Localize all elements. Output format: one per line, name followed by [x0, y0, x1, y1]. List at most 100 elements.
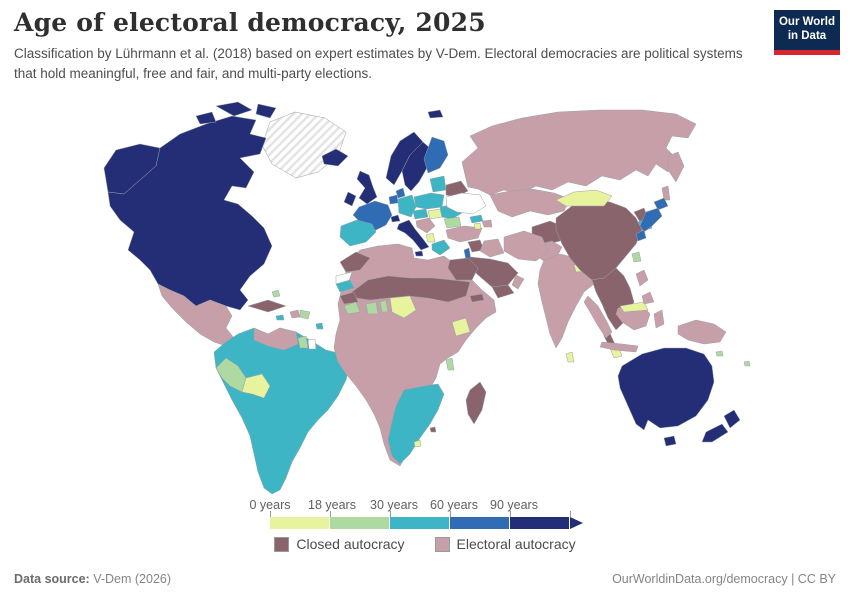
region-malawi[interactable]: [445, 357, 455, 371]
region-madagascar[interactable]: [465, 381, 487, 425]
region-malaysia-borneo[interactable]: [619, 301, 649, 313]
legend-item-closed-autocracy[interactable]: Closed autocracy: [274, 536, 405, 552]
region-dominican-republic[interactable]: [299, 309, 311, 320]
region-spain-portugal[interactable]: [339, 219, 377, 247]
region-russia[interactable]: [461, 109, 697, 196]
region-yemen[interactable]: [491, 284, 515, 299]
region-nigeria[interactable]: [389, 295, 417, 319]
region-sahel-sudan-belt[interactable]: [351, 275, 471, 303]
region-sicily[interactable]: [414, 250, 424, 257]
region-mongolia[interactable]: [555, 189, 613, 207]
legend-bin-90-plus[interactable]: [510, 517, 570, 529]
region-bolivia[interactable]: [241, 373, 271, 399]
region-benelux[interactable]: [388, 194, 399, 205]
region-baltic-states[interactable]: [429, 175, 447, 193]
region-trinidad-tobago[interactable]: [315, 322, 324, 330]
region-mexico[interactable]: [157, 283, 235, 347]
region-switzerland[interactable]: [390, 214, 401, 223]
region-iraq[interactable]: [479, 238, 505, 258]
region-japan-honshu[interactable]: [639, 207, 663, 233]
region-ireland[interactable]: [343, 191, 357, 207]
owid-logo[interactable]: Our World in Data: [774, 10, 840, 55]
region-australia[interactable]: [617, 347, 715, 431]
legend-bin-30-60[interactable]: [390, 517, 450, 529]
region-western-balkans[interactable]: [415, 217, 436, 234]
region-ukraine[interactable]: [445, 192, 487, 215]
region-ghana[interactable]: [365, 301, 379, 315]
region-jamaica[interactable]: [275, 314, 285, 321]
region-arctic-island[interactable]: [195, 111, 217, 125]
region-arctic-island[interactable]: [255, 103, 277, 119]
region-hungary[interactable]: [427, 208, 443, 220]
region-new-zealand-south[interactable]: [701, 423, 729, 443]
region-philippines-mindanao[interactable]: [641, 291, 655, 305]
chart-subtitle: Classification by Lührmann et al. (2018)…: [14, 46, 743, 81]
region-guinea[interactable]: [339, 291, 359, 305]
region-oman[interactable]: [511, 274, 525, 290]
legend-item-electoral-autocracy[interactable]: Electoral autocracy: [434, 536, 576, 552]
region-azerbaijan[interactable]: [481, 219, 493, 228]
attribution-link[interactable]: OurWorldinData.org/democracy | CC BY: [612, 572, 836, 586]
region-finland[interactable]: [423, 136, 449, 174]
region-eswatini[interactable]: [429, 426, 437, 433]
region-kazakhstan-central-asia[interactable]: [489, 188, 571, 218]
region-iceland[interactable]: [321, 148, 349, 167]
region-canada-united-states[interactable]: [107, 115, 273, 311]
region-senegal[interactable]: [335, 279, 355, 293]
region-sumatra[interactable]: [583, 295, 613, 339]
data-source-label: Data source:: [14, 572, 90, 586]
map-legend: 0 years 18 years 30 years 60 years 90 ye…: [0, 498, 850, 560]
region-morocco[interactable]: [339, 251, 371, 273]
region-eritrea[interactable]: [469, 293, 485, 303]
region-suriname[interactable]: [307, 338, 317, 350]
electoral-autocracy-label: Electoral autocracy: [456, 536, 576, 552]
legend-tickmark: [270, 511, 271, 517]
region-guyana[interactable]: [297, 335, 309, 349]
legend-colorbar[interactable]: [270, 517, 570, 529]
legend-bin-18-30[interactable]: [330, 517, 390, 529]
region-venezuela[interactable]: [253, 327, 299, 351]
region-togo-benin[interactable]: [379, 299, 389, 313]
region-germany[interactable]: [397, 194, 417, 218]
region-georgia[interactable]: [469, 214, 484, 224]
region-turkey[interactable]: [445, 225, 483, 243]
region-greenland[interactable]: [261, 111, 347, 179]
legend-bin-60-90[interactable]: [450, 517, 510, 529]
region-japan-kyushu[interactable]: [635, 229, 647, 242]
region-haiti[interactable]: [289, 309, 301, 319]
region-iran[interactable]: [503, 230, 549, 262]
region-bulgaria[interactable]: [443, 216, 462, 229]
region-bahamas[interactable]: [271, 289, 281, 298]
region-lesotho[interactable]: [413, 439, 422, 448]
region-italy[interactable]: [396, 219, 430, 251]
region-sierra-leone-liberia[interactable]: [343, 301, 361, 315]
region-philippines-luzon[interactable]: [635, 269, 649, 287]
region-java[interactable]: [599, 341, 639, 353]
region-arctic-island[interactable]: [215, 101, 253, 117]
region-fiji[interactable]: [743, 360, 751, 367]
region-united-kingdom[interactable]: [356, 170, 378, 205]
region-austria-czechia[interactable]: [412, 208, 429, 220]
region-sri-lanka[interactable]: [565, 351, 575, 363]
region-new-guinea[interactable]: [677, 319, 727, 345]
region-poland[interactable]: [413, 192, 445, 210]
region-armenia[interactable]: [473, 222, 482, 230]
owid-logo-red-bar: [774, 49, 840, 55]
region-sakhalin[interactable]: [661, 185, 671, 201]
region-greece[interactable]: [431, 239, 451, 256]
region-svalbard[interactable]: [427, 109, 444, 119]
region-south-america-core[interactable]: [213, 327, 351, 495]
region-japan-hokkaido[interactable]: [653, 197, 669, 211]
region-albania[interactable]: [425, 232, 436, 243]
region-new-zealand-north[interactable]: [723, 409, 741, 429]
region-taiwan[interactable]: [631, 251, 642, 263]
closed-autocracy-swatch: [274, 536, 290, 552]
legend-bin-0-18[interactable]: [270, 517, 330, 529]
region-kamchatka[interactable]: [667, 151, 685, 183]
region-tasmania[interactable]: [663, 435, 677, 447]
region-cuba[interactable]: [247, 299, 287, 313]
region-solomon-islands[interactable]: [715, 350, 724, 357]
region-egypt[interactable]: [447, 257, 479, 281]
region-kenya[interactable]: [451, 317, 471, 337]
region-sulawesi[interactable]: [653, 309, 665, 329]
